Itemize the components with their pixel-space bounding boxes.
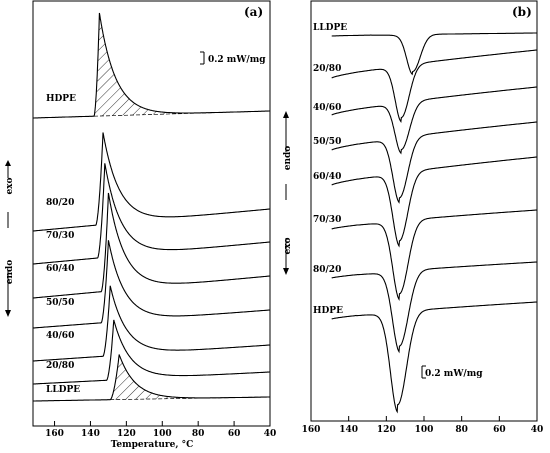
panel-a-curves: [33, 12, 270, 402]
panel-b-tick-label: 60: [493, 425, 506, 435]
panel-b-curve-40-60: [331, 86, 537, 155]
panel-b-scale-text: 0.2 mW/mg: [425, 369, 483, 379]
panel-b-series-label-50-50: 50/50: [313, 137, 341, 147]
panel-b-exo-label: exo: [283, 237, 293, 254]
panel-a-series-labels: HDPE 80/20 70/30 60/40 50/50 40/60 20/80 LLDPE: [46, 94, 80, 395]
panel-a-scale-text: 0.2 mW/mg: [208, 55, 266, 65]
panel-a-curve-hdpe: [33, 12, 270, 119]
panel-a-scale-bar: 0.2 mW/mg: [200, 51, 266, 65]
panel-b-curve-60-40: [331, 156, 537, 248]
panel-a-series-label-60-40: 60/40: [46, 264, 74, 274]
panel-b-tick-label: 120: [377, 425, 396, 435]
panel-a-curve-40-60: [33, 285, 270, 362]
panel-b-curve-20-80: [331, 49, 537, 124]
panel-a-series-label-hdpe: HDPE: [46, 94, 76, 104]
panel-a-direction-indicator: exo endo: [5, 160, 15, 317]
panel-a-series-label-lldpe: LLDPE: [46, 385, 80, 395]
panel-b-series-label-hdpe: HDPE: [313, 306, 343, 316]
panel-a-curve-20-80: [33, 319, 270, 385]
panel-b-series-label-80-20: 80/20: [313, 265, 341, 275]
panel-b-x-ticks: 160 140 120 100 80 60 40: [302, 416, 544, 435]
panel-a-series-label-40-60: 40/60: [46, 331, 74, 341]
panel-a: (a) 0.2 mW/mg HDPE 80/20 70/30 60/40 50/50 40…: [5, 0, 276, 450]
panel-b-endo-label: endo: [283, 146, 293, 171]
panel-b-tick-label: 40: [531, 425, 544, 435]
panel-b-series-label-70-30: 70/30: [313, 215, 341, 225]
panel-b: (b) 0.2 mW/mg LLDPE 20/80 40/60 50/50 60/40 7…: [283, 0, 544, 435]
panel-a-endo-label: endo: [5, 260, 15, 285]
panel-b-curves: [331, 32, 537, 414]
panel-a-tick-label: 120: [117, 429, 136, 439]
panel-a-tick-label: 100: [153, 429, 172, 439]
panel-b-series-label-lldpe: LLDPE: [313, 23, 347, 33]
panel-a-exo-label: exo: [5, 177, 15, 194]
panel-a-series-label-20-80: 20/80: [46, 361, 74, 371]
panel-a-series-label-50-50: 50/50: [46, 298, 74, 308]
panel-a-frame: [32, 0, 271, 427]
panel-a-tick-label: 80: [192, 429, 205, 439]
panel-a-x-axis-label: Temperature, °C: [111, 440, 194, 450]
panel-b-series-labels: LLDPE 20/80 40/60 50/50 60/40 70/30 80/20 HDPE: [313, 23, 347, 316]
panel-b-frame: [310, 0, 538, 422]
panel-a-x-ticks: 160 140 120 100 80 60 40: [45, 421, 276, 439]
panel-a-tick-label: 40: [264, 429, 277, 439]
panel-a-tick-label: 160: [45, 429, 64, 439]
panel-b-curve-50-50: [331, 121, 537, 204]
panel-a-hatch-hdpe: [94, 13, 213, 117]
panel-a-curve-80-20: [33, 132, 270, 232]
panel-a-series-label-80-20: 80/20: [46, 198, 74, 208]
panel-a-tick-label: 60: [228, 429, 241, 439]
panel-a-curve-60-40: [33, 192, 270, 299]
panel-b-curve-lldpe: [331, 32, 537, 76]
panel-b-curve-80-20: [331, 261, 537, 354]
panel-b-curve-hdpe: [331, 301, 537, 414]
panel-a-label: (a): [244, 5, 263, 19]
panel-b-series-label-40-60: 40/60: [313, 103, 341, 113]
panel-a-curve-50-50: [33, 240, 270, 329]
panel-a-tick-label: 140: [81, 429, 100, 439]
panel-a-curve-70-30: [33, 163, 270, 265]
panel-a-hatched-areas: [93, 13, 263, 401]
panel-a-hatch-lldpe: [110, 354, 263, 400]
panel-b-direction-indicator: endo exo: [283, 111, 293, 275]
panel-b-curve-70-30: [331, 209, 537, 301]
panel-b-tick-label: 80: [455, 425, 468, 435]
panel-a-series-label-70-30: 70/30: [46, 231, 74, 241]
panel-a-curve-lldpe: [33, 354, 270, 402]
panel-b-tick-label: 100: [415, 425, 434, 435]
panel-b-scale-bar: 0.2 mW/mg: [421, 365, 483, 379]
panel-b-label: (b): [512, 5, 532, 19]
panel-b-series-label-20-80: 20/80: [313, 64, 341, 74]
panel-b-series-label-60-40: 60/40: [313, 172, 341, 182]
panel-b-tick-label: 140: [339, 425, 358, 435]
panel-b-tick-label: 160: [302, 425, 321, 435]
